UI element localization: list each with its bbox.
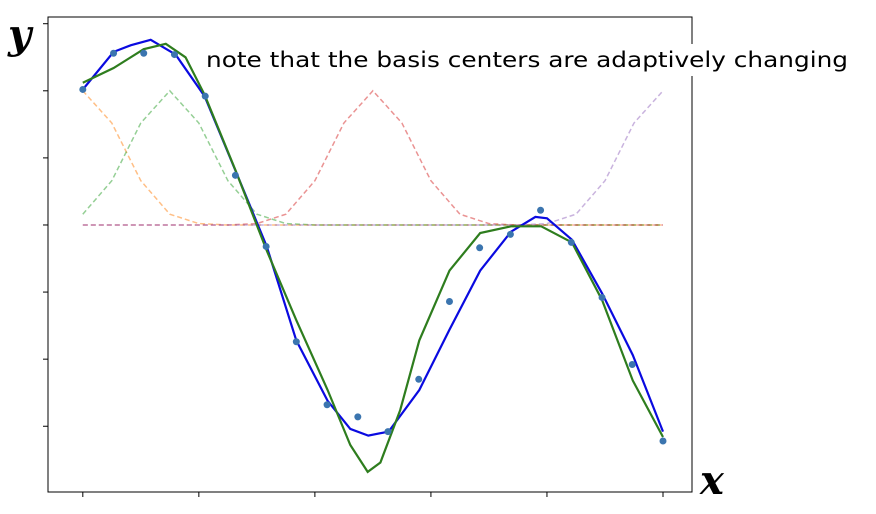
fit-curve [82, 42, 664, 474]
data-point [628, 361, 636, 369]
plot-area [79, 38, 667, 474]
data-point [506, 230, 514, 238]
data-point [110, 49, 118, 57]
data-point [201, 92, 209, 100]
y-axis-label: y [7, 11, 34, 58]
data-point [598, 293, 606, 301]
data-point [476, 244, 484, 252]
basis-curve [82, 89, 663, 226]
data-point [415, 375, 423, 383]
data-point [292, 338, 300, 346]
annotation-background [202, 44, 854, 76]
basis-curve [82, 90, 664, 226]
annotation: note that the basis centers are adaptive… [206, 48, 848, 72]
data-point [537, 206, 545, 214]
basis-curve [82, 90, 663, 226]
data-point [659, 437, 667, 445]
data-point [445, 297, 453, 305]
x-axis-label: x [699, 457, 725, 504]
data-point [567, 238, 575, 246]
data-point [79, 85, 87, 93]
data-point [231, 171, 239, 179]
fit-curve [81, 38, 665, 437]
data-point [323, 401, 331, 409]
data-point [384, 428, 392, 436]
basis-curve [82, 89, 663, 226]
data-point [354, 413, 362, 421]
data-point [140, 49, 148, 57]
data-point [262, 242, 270, 250]
axes-frame [47, 16, 693, 493]
data-point [170, 51, 178, 59]
